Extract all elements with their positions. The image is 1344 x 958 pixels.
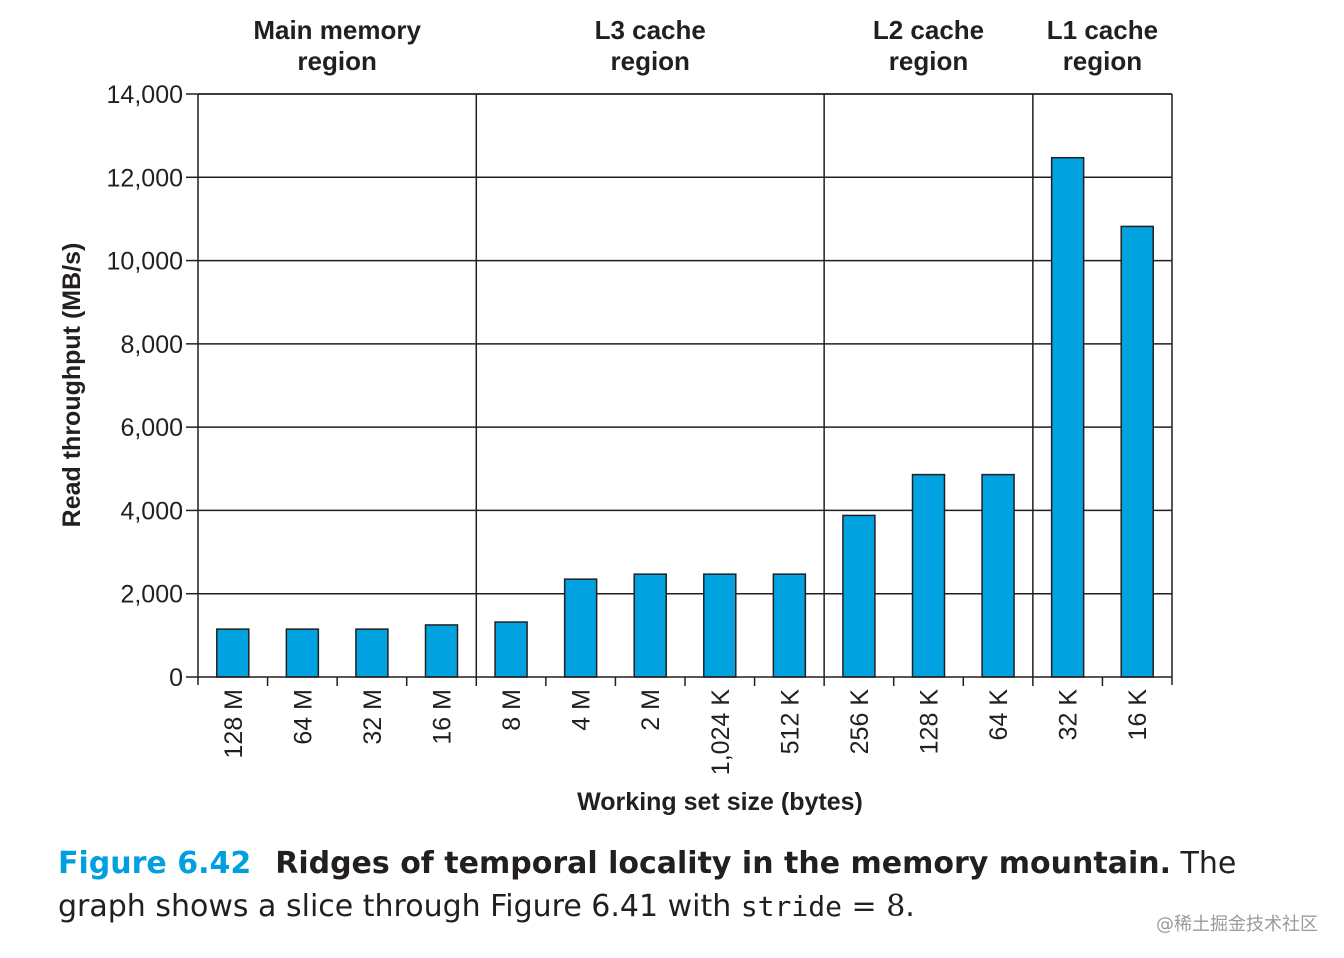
y-tick-label: 10,000 xyxy=(107,248,183,276)
y-axis-label: Read throughput (MB/s) xyxy=(58,243,86,528)
region-label-line2: region xyxy=(1063,46,1142,76)
bar xyxy=(563,578,598,678)
x-tick-label: 1,024 K xyxy=(707,689,735,776)
x-tick-label: 256 K xyxy=(846,689,874,755)
x-tick-label: 8 M xyxy=(498,689,526,731)
x-tick-label: 32 M xyxy=(359,689,387,745)
region-label-line2: region xyxy=(889,46,968,76)
bar xyxy=(494,621,528,678)
x-tick-label: 512 K xyxy=(776,689,804,755)
bar xyxy=(633,573,667,678)
y-tick-label: 2,000 xyxy=(120,581,183,609)
x-tick-label: 16 M xyxy=(429,689,457,745)
plot-frame xyxy=(197,93,1173,685)
x-axis-ticks: 128 M 64 M 32 M 16 M 8 M 4 M 2 M 1,024 K 512 K 25… xyxy=(220,677,1152,775)
x-tick-label: 32 K xyxy=(1055,689,1083,741)
bar-chart: 02,0004,0006,0008,00010,00012,00014,000 … xyxy=(58,15,1173,816)
gridlines xyxy=(198,93,1172,595)
bar xyxy=(1120,225,1154,678)
y-tick-label: 4,000 xyxy=(120,497,183,525)
bar xyxy=(285,628,320,678)
y-tick-label: 6,000 xyxy=(120,414,183,442)
region-label-line2: region xyxy=(297,46,376,76)
watermark: @稀土掘金技术社区 xyxy=(1156,914,1318,935)
y-tick-label: 12,000 xyxy=(107,164,183,192)
region-label-line2: region xyxy=(610,46,689,76)
x-axis-label: Working set size (bytes) xyxy=(577,788,863,816)
caption-end: . xyxy=(905,889,915,924)
y-tick-label: 14,000 xyxy=(107,81,183,109)
x-tick-label: 64 K xyxy=(985,689,1013,741)
bar xyxy=(1050,156,1085,678)
x-tick-label: 2 M xyxy=(637,689,665,731)
x-tick-label: 16 K xyxy=(1124,689,1152,741)
bars xyxy=(216,156,1154,678)
bar xyxy=(842,514,876,678)
bar xyxy=(981,473,1015,678)
x-tick-label: 64 M xyxy=(289,689,317,745)
bar xyxy=(216,628,250,678)
x-tick-label: 128 M xyxy=(220,689,248,758)
figure-number: Figure 6.42 xyxy=(58,846,252,881)
y-tick-label: 8,000 xyxy=(120,331,183,359)
caption-equation: = 8 xyxy=(841,889,906,924)
bar xyxy=(772,573,807,678)
region-label-line1: L3 cache xyxy=(595,15,706,45)
figure-caption: Figure 6.42 Ridges of temporal locality i… xyxy=(58,842,1328,928)
x-tick-label: 4 M xyxy=(568,689,596,731)
caption-text: The graph shows a slice through Figure 6… xyxy=(58,846,1237,924)
bar xyxy=(424,624,459,678)
figure-title: Ridges of temporal locality in the memor… xyxy=(275,846,1171,881)
region-label-line1: Main memory xyxy=(253,15,421,45)
bar xyxy=(355,628,389,678)
x-tick-label: 128 K xyxy=(916,689,944,755)
y-axis-ticks: 0 2,000 4,000 6,000 8,000 10,000 12,000 14,000 xyxy=(107,81,198,692)
region-separators xyxy=(475,94,1034,677)
region-label-line1: L1 cache xyxy=(1047,15,1158,45)
bar xyxy=(911,473,946,678)
caption-code: stride xyxy=(740,890,842,923)
y-tick-label: 0 xyxy=(169,664,183,692)
region-label-line1: L2 cache xyxy=(873,15,984,45)
bar xyxy=(703,573,737,678)
